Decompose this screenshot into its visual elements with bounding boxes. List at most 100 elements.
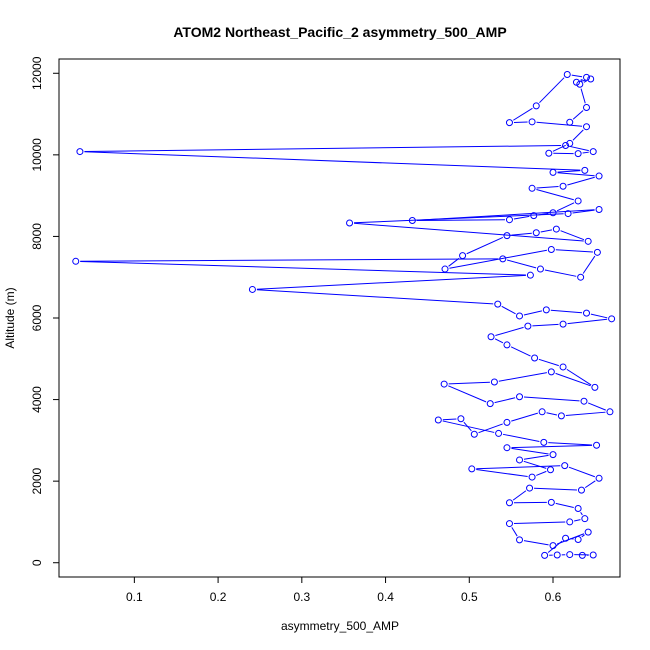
data-point bbox=[549, 542, 557, 550]
series-line-segment bbox=[498, 372, 547, 382]
data-point bbox=[566, 518, 574, 526]
series-line-segment bbox=[416, 219, 505, 221]
x-tick-label: 0.5 bbox=[461, 590, 478, 604]
series-line-segment bbox=[552, 144, 566, 152]
data-point bbox=[583, 104, 591, 112]
series-line-segment bbox=[572, 209, 595, 214]
data-point bbox=[503, 341, 511, 349]
data-point bbox=[72, 257, 80, 265]
data-point bbox=[562, 141, 570, 149]
data-point bbox=[593, 441, 601, 449]
data-point bbox=[583, 309, 591, 317]
data-point bbox=[494, 300, 502, 308]
series-line-segment bbox=[513, 107, 533, 121]
data-point bbox=[76, 148, 84, 156]
data-point bbox=[574, 504, 582, 512]
x-tick-label: 0.4 bbox=[377, 590, 394, 604]
series-line-segment bbox=[572, 129, 584, 141]
data-point bbox=[559, 320, 567, 328]
data-point bbox=[346, 219, 354, 227]
data-point bbox=[441, 265, 449, 273]
data-point bbox=[593, 248, 601, 256]
data-point bbox=[516, 393, 524, 401]
series-line-segment bbox=[523, 454, 549, 460]
data-point bbox=[470, 430, 478, 438]
series-line-segment bbox=[555, 502, 574, 508]
data-point bbox=[589, 551, 597, 559]
series-line-segment bbox=[511, 447, 549, 455]
data-point bbox=[581, 515, 589, 523]
series-line-segment bbox=[449, 249, 548, 269]
series-line-segment bbox=[590, 313, 608, 319]
series-line-segment bbox=[513, 521, 566, 524]
data-point bbox=[531, 354, 539, 362]
series-line-segment bbox=[256, 274, 526, 290]
series-line-segment bbox=[478, 423, 503, 434]
series-line-segment bbox=[536, 470, 547, 476]
data-point bbox=[595, 474, 603, 482]
y-axis: 0 2000 4000 6000 8000 10000 12000 bbox=[30, 56, 60, 566]
x-tick-label: 0.3 bbox=[293, 590, 310, 604]
series-line-segment bbox=[523, 396, 580, 402]
data-point bbox=[547, 245, 555, 253]
series-line-segment bbox=[550, 309, 583, 314]
series-line-segment bbox=[511, 412, 538, 422]
series-line-segment bbox=[538, 358, 559, 367]
series-line-segment bbox=[510, 346, 531, 357]
series-line-segment bbox=[495, 326, 524, 336]
data-point bbox=[545, 149, 553, 157]
series-line-segment bbox=[580, 88, 586, 104]
series-line-segment bbox=[569, 145, 589, 152]
series-line-segment bbox=[523, 310, 543, 316]
y-tick-label: 4000 bbox=[30, 386, 44, 413]
series-line-segment bbox=[84, 151, 581, 171]
data-point bbox=[557, 412, 565, 420]
series-line-segment bbox=[532, 323, 559, 327]
x-axis-label: asymmetry_500_AMP bbox=[281, 619, 399, 633]
series-line-segment bbox=[511, 527, 518, 537]
series-line-segment bbox=[442, 418, 457, 421]
plot-area bbox=[72, 70, 616, 559]
series-line-segment bbox=[536, 186, 559, 189]
series-line-segment bbox=[567, 318, 608, 325]
data-point bbox=[503, 232, 511, 240]
data-point bbox=[526, 271, 534, 279]
data-point bbox=[584, 528, 592, 536]
series-line-segment bbox=[555, 249, 593, 253]
series-line-segment bbox=[84, 145, 562, 153]
series-line-segment bbox=[555, 372, 591, 387]
series-line-segment bbox=[582, 151, 589, 154]
data-point bbox=[516, 312, 524, 320]
data-point bbox=[505, 499, 513, 507]
data-point bbox=[532, 102, 540, 110]
data-point bbox=[505, 216, 513, 224]
series-line-segment bbox=[511, 444, 593, 449]
data-point bbox=[541, 551, 549, 559]
data-point bbox=[542, 306, 550, 314]
data-point bbox=[583, 73, 591, 81]
series-line-segment bbox=[557, 172, 595, 177]
series-line-segment bbox=[582, 255, 596, 274]
series-line-segment bbox=[476, 465, 561, 470]
x-tick-label: 0.6 bbox=[545, 590, 562, 604]
data-point bbox=[595, 172, 603, 180]
series-line-segment bbox=[513, 215, 530, 220]
data-point bbox=[564, 210, 572, 218]
data-point bbox=[576, 80, 584, 88]
data-point bbox=[532, 229, 540, 237]
series-line-segment bbox=[494, 338, 504, 344]
series-line-segment bbox=[506, 259, 537, 269]
series-line-segment bbox=[494, 397, 516, 404]
series-line-segment bbox=[567, 176, 595, 186]
series-line-segment bbox=[571, 74, 583, 78]
data-point bbox=[524, 322, 532, 330]
data-point bbox=[528, 473, 536, 481]
data-point bbox=[589, 148, 597, 156]
data-point bbox=[486, 400, 494, 408]
chart-title: ATOM2 Northeast_Pacific_2 asymmetry_500_… bbox=[173, 24, 506, 40]
series-line-segment bbox=[572, 110, 584, 120]
data-point bbox=[528, 184, 536, 192]
data-point bbox=[528, 118, 536, 126]
data-point bbox=[574, 197, 582, 205]
